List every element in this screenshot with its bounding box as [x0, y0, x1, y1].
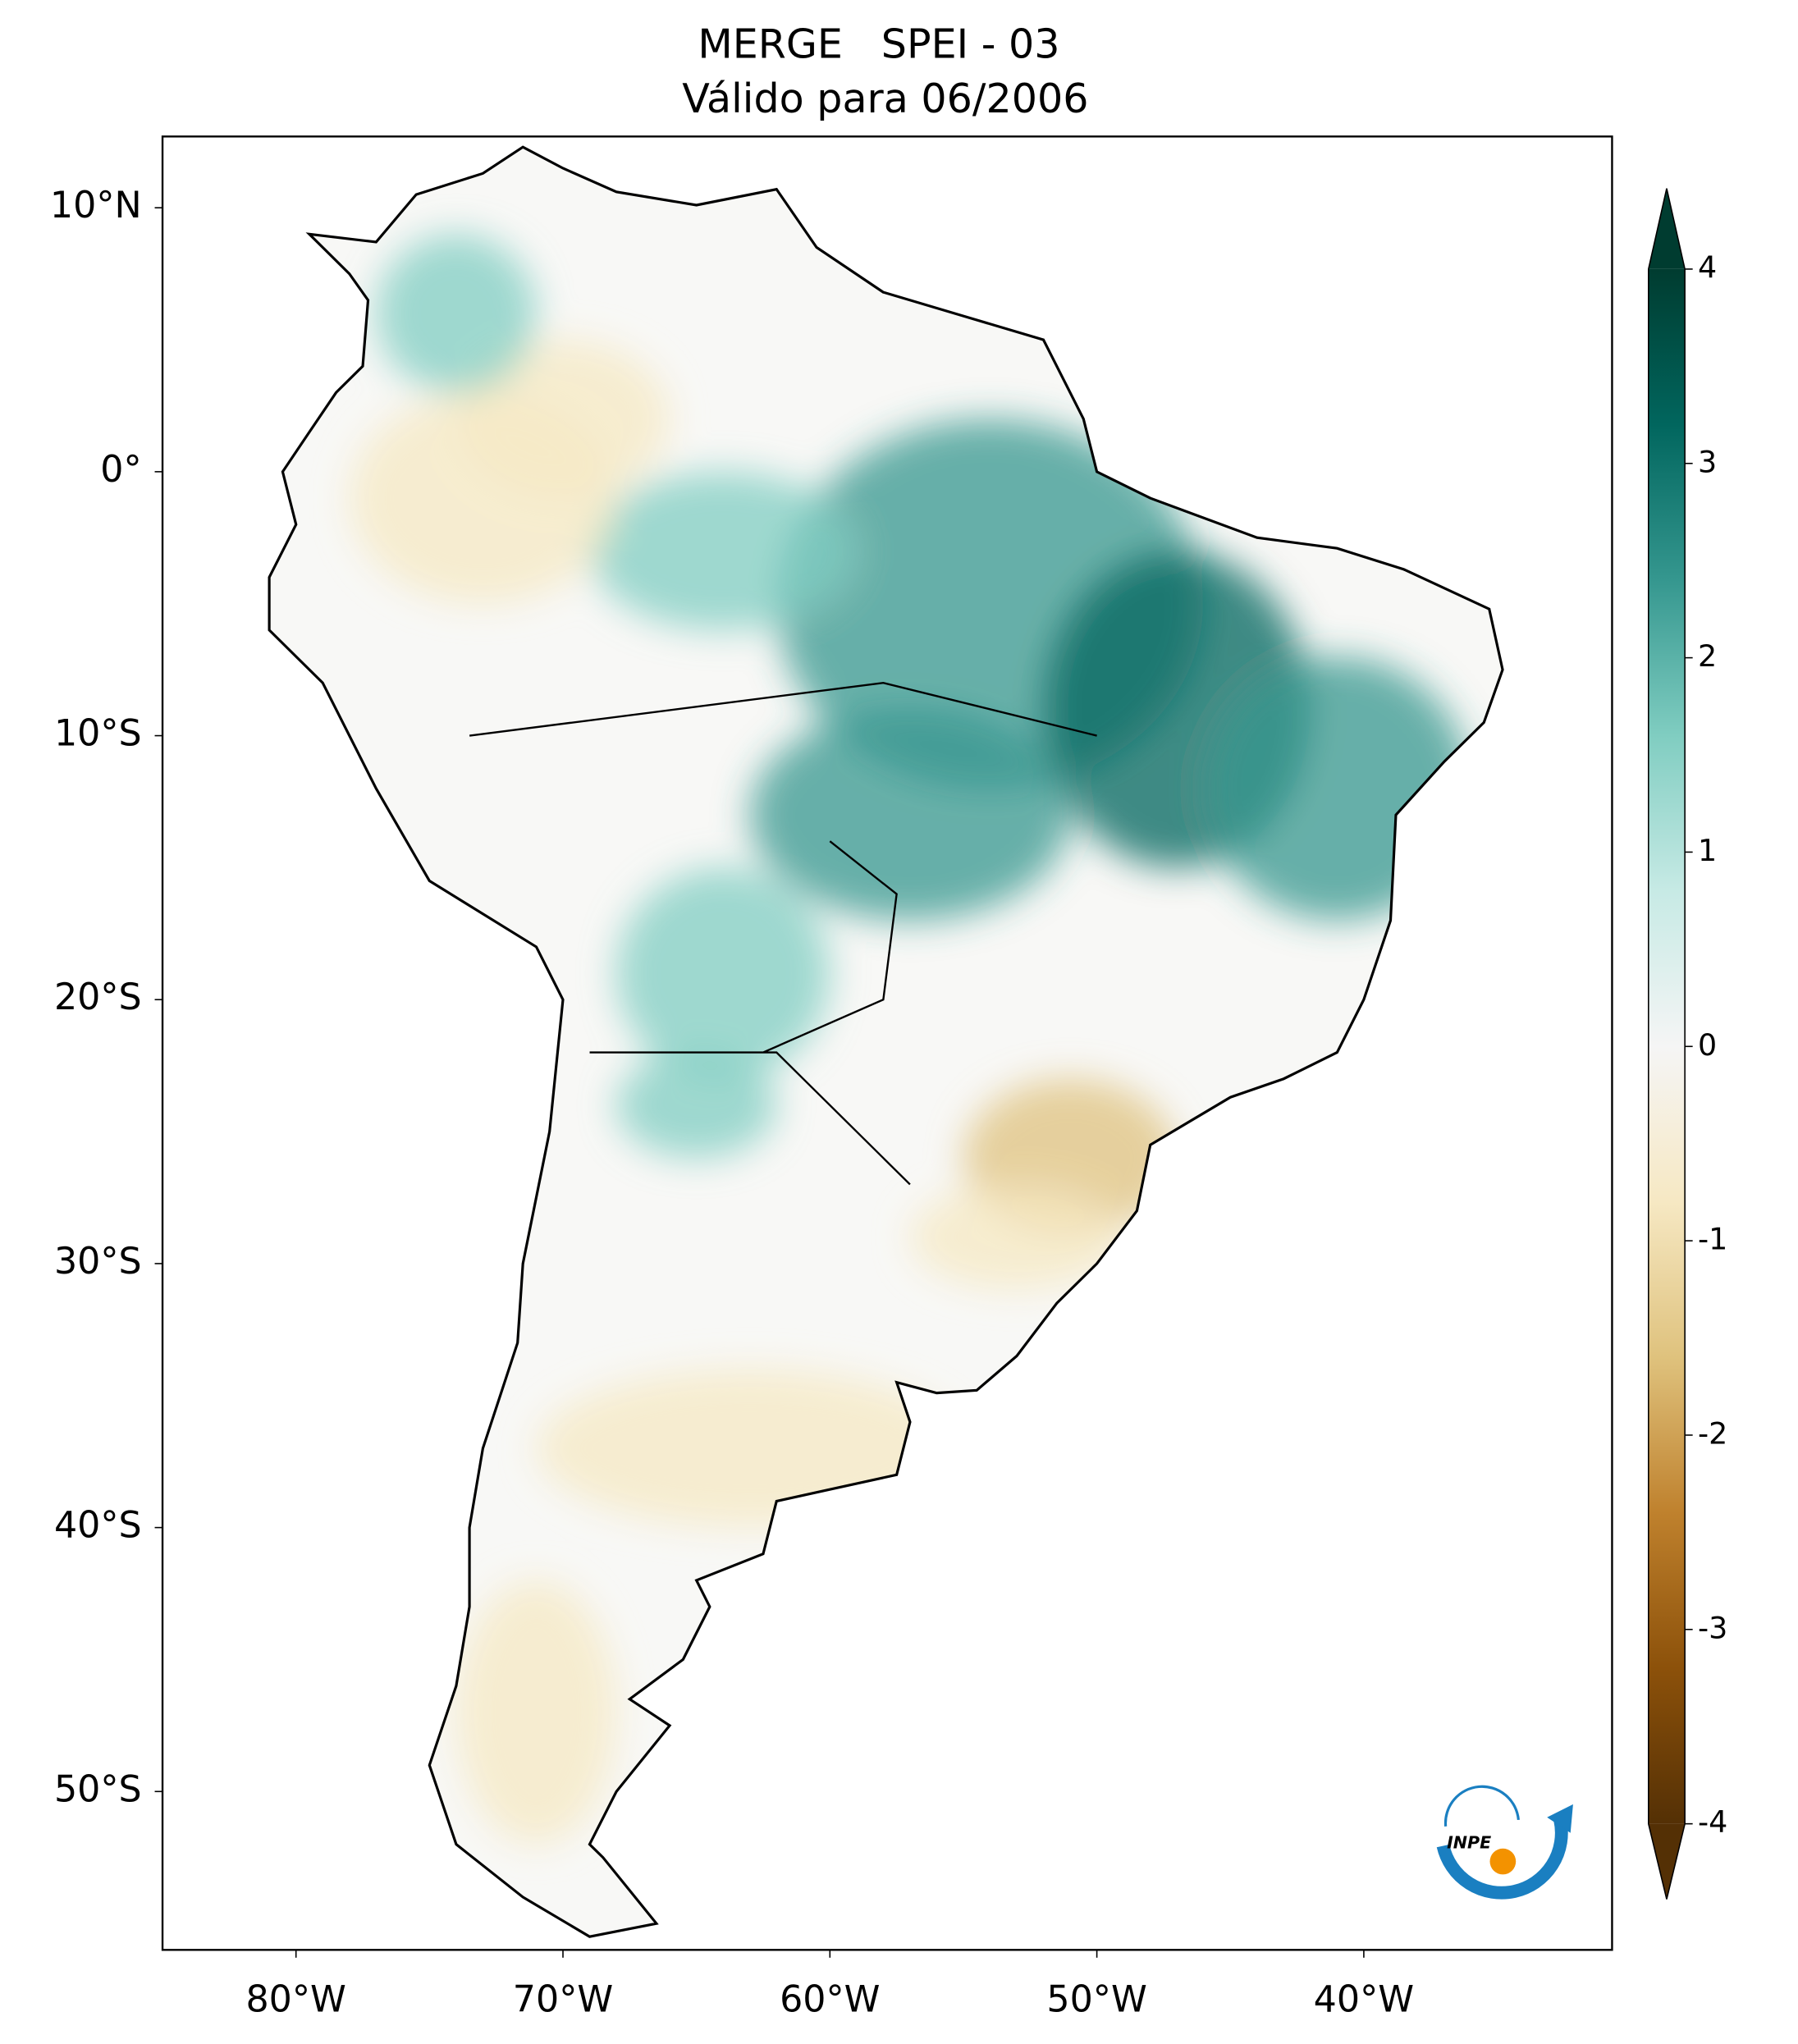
x-tick-label: 70°W: [513, 1979, 613, 2021]
y-tick-label: 50°S: [54, 1768, 142, 1810]
colorbar-extend-top: [1648, 188, 1686, 269]
map-frame: [161, 135, 1613, 1951]
colorbar-tick-label: -3: [1698, 1610, 1727, 1645]
colorbar-tick-label: -4: [1698, 1804, 1727, 1840]
anomaly-shading: [750, 709, 1070, 921]
anomaly-shading: [616, 867, 830, 1079]
chart-title: MERGE SPEI - 03: [698, 21, 1059, 68]
shading: [350, 234, 1471, 1845]
anomaly-shading: [1203, 656, 1471, 921]
colorbar-tick-label: 4: [1698, 249, 1717, 285]
logo: INPE: [1436, 1785, 1573, 1900]
colorbar-tick-label: -1: [1698, 1222, 1727, 1257]
x-tick-label: 60°W: [780, 1979, 880, 2021]
colorbar-tick-label: 1: [1698, 833, 1717, 868]
colorbar-tick-label: 3: [1698, 444, 1717, 479]
colorbar-extend-bottom: [1648, 1823, 1686, 1900]
y-tick-label: 20°S: [54, 976, 142, 1018]
y-tick-label: 30°S: [54, 1241, 142, 1283]
map-area: [268, 145, 1504, 1938]
x-tick-label: 80°W: [245, 1979, 345, 2021]
anomaly-shading: [910, 1184, 1123, 1291]
anomaly-shading: [616, 1052, 777, 1159]
x-tick-label: 40°W: [1314, 1979, 1414, 2021]
chart-subtitle: Válido para 06/2006: [682, 75, 1088, 122]
y-tick-label: 10°N: [50, 185, 142, 226]
y-tick-label: 10°S: [54, 713, 142, 755]
colorbar-tick-label: -2: [1698, 1415, 1727, 1451]
logo-text: INPE: [1447, 1832, 1491, 1852]
colorbar-tick-label: 2: [1698, 638, 1717, 674]
y-tick-label: 40°S: [54, 1505, 142, 1547]
anomaly-shading: [589, 471, 857, 630]
coastline: [268, 145, 1504, 1938]
colorbar: [1648, 268, 1686, 1824]
anomaly-shading: [456, 340, 670, 499]
colorbar-tick-label: 0: [1698, 1027, 1717, 1063]
y-tick-label: 0°: [100, 449, 141, 491]
borders: [469, 682, 1097, 1186]
anomaly-shading: [376, 234, 537, 393]
x-tick-label: 50°W: [1046, 1979, 1146, 2021]
anomaly-shading: [456, 1580, 616, 1845]
